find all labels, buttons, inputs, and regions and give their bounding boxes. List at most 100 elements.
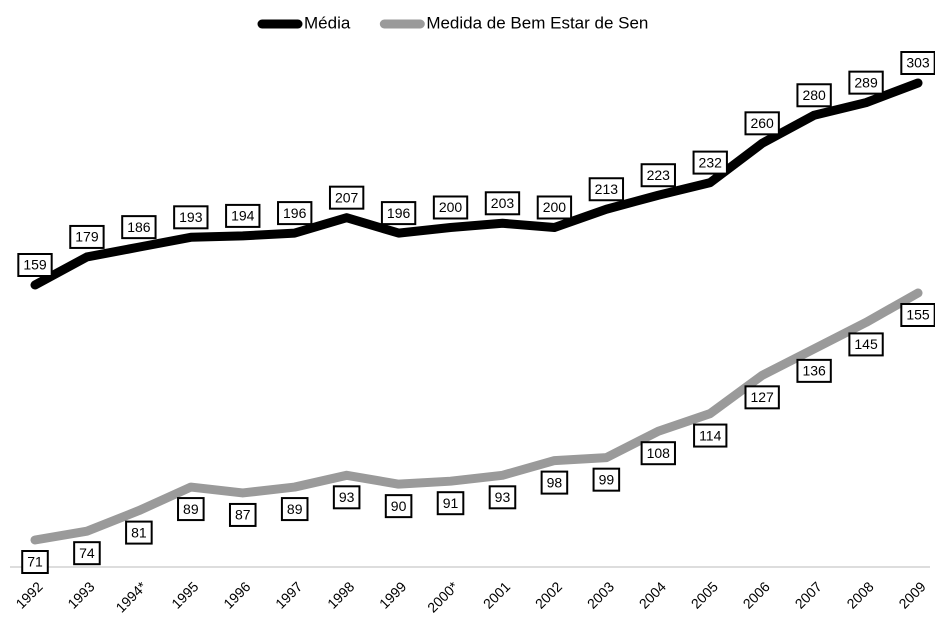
label-box (692, 150, 728, 175)
data-label-box: 196 (277, 201, 313, 226)
x-tick-label: 1994* (112, 578, 150, 616)
data-label: 155 (906, 307, 930, 323)
label-box (17, 253, 53, 277)
data-label-box: 87 (228, 502, 257, 527)
data-label-box: 93 (488, 485, 517, 510)
x-tick-label: 2005 (688, 578, 721, 611)
data-label-box: 303 (900, 51, 935, 75)
data-label-box: 207 (328, 185, 365, 210)
label-box (228, 502, 257, 527)
label-box (328, 185, 365, 210)
label-box (73, 541, 101, 566)
label-box (588, 177, 625, 202)
data-label: 179 (75, 229, 99, 245)
series-line (30, 78, 923, 290)
label-box (796, 83, 832, 108)
data-label-box: 71 (21, 550, 49, 574)
x-tick-label: 1993 (64, 578, 97, 611)
data-label: 114 (699, 427, 722, 443)
x-tick-label: 1992 (12, 578, 45, 611)
data-label-box: 136 (796, 358, 832, 383)
label-box (540, 470, 569, 495)
data-label: 303 (906, 55, 930, 71)
label-box (432, 195, 469, 220)
data-label-box: 91 (436, 491, 465, 516)
label-box (277, 201, 313, 226)
x-tick-label: 2002 (532, 578, 565, 611)
data-label: 74 (79, 545, 95, 561)
x-tick-label: 1996 (220, 578, 253, 611)
legend-label: Medida de Bem Estar de Sen (426, 13, 648, 32)
data-label-box: 89 (280, 497, 309, 522)
data-label-box: 186 (121, 215, 157, 240)
data-label: 93 (495, 489, 511, 505)
data-label-box: 232 (692, 150, 728, 175)
label-box (332, 485, 361, 510)
x-tick-label: 1995 (168, 578, 201, 611)
x-tick-label: 2001 (480, 578, 513, 611)
data-label: 89 (183, 501, 199, 517)
data-label: 136 (802, 363, 826, 379)
x-tick-label: 2000* (424, 578, 462, 616)
label-box (125, 520, 153, 545)
data-label: 93 (339, 489, 355, 505)
data-label-box: 196 (380, 201, 417, 226)
data-label: 280 (802, 87, 826, 103)
label-box (384, 494, 413, 519)
data-label-box: 93 (332, 485, 361, 510)
data-label-box: 200 (432, 195, 469, 220)
label-box (69, 224, 105, 249)
label-box (225, 203, 261, 228)
data-label: 91 (443, 495, 459, 511)
x-tick-label: 2004 (636, 578, 669, 611)
label-box (121, 215, 157, 240)
data-label: 108 (647, 445, 671, 461)
data-label-box: 289 (848, 70, 884, 95)
label-box (592, 467, 621, 492)
data-label-box: 179 (69, 224, 105, 249)
data-label: 196 (387, 205, 411, 221)
data-label-box: 200 (536, 195, 573, 220)
x-tick-label: 2003 (584, 578, 617, 611)
x-tick-label: 2007 (792, 578, 825, 611)
data-label-box: 155 (900, 303, 935, 327)
data-label: 90 (391, 498, 407, 514)
data-label-box: 108 (640, 441, 676, 466)
data-label: 200 (439, 199, 463, 215)
x-tick-label: 2006 (740, 578, 773, 611)
label-box (744, 385, 780, 410)
data-label: 260 (750, 115, 774, 131)
data-label-box: 213 (588, 177, 625, 202)
label-box (21, 550, 49, 574)
data-label-box: 280 (796, 83, 832, 108)
data-label: 207 (335, 189, 359, 205)
data-label-box: 74 (73, 541, 101, 566)
x-tick-label: 1998 (324, 578, 357, 611)
legend-label: Média (304, 13, 351, 32)
label-box (436, 491, 465, 516)
label-box (177, 497, 205, 522)
label-box (484, 191, 521, 216)
data-label-box: 193 (173, 205, 209, 230)
label-box (536, 195, 573, 220)
data-label-box: 223 (640, 163, 676, 188)
data-label: 232 (699, 154, 723, 170)
data-label-box: 194 (225, 203, 261, 228)
data-label: 81 (131, 524, 147, 540)
data-label-box: 98 (540, 470, 569, 495)
x-tick-label: 2009 (895, 578, 928, 611)
data-label: 194 (231, 208, 255, 224)
data-label-box: 145 (848, 332, 884, 357)
label-box (744, 111, 780, 136)
data-label: 200 (543, 199, 567, 215)
data-label: 213 (595, 181, 619, 197)
series-line (30, 288, 923, 545)
label-box (380, 201, 417, 226)
label-box (848, 332, 884, 357)
data-label-box: 159 (17, 253, 53, 277)
label-box (280, 497, 309, 522)
data-label-box: 114 (693, 423, 728, 448)
data-label-box: 127 (744, 385, 780, 410)
x-tick-label: 1999 (376, 578, 409, 611)
